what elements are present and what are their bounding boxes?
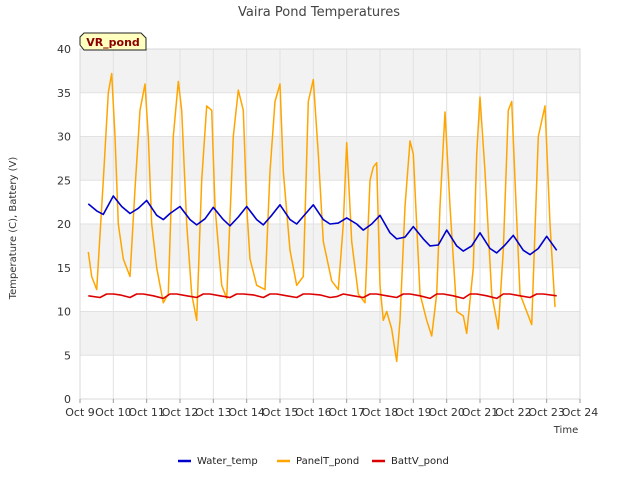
x-tick-label: Oct 16 (295, 406, 332, 419)
x-tick-label: Oct 14 (228, 406, 265, 419)
x-tick-label: Oct 18 (362, 406, 399, 419)
series-line-battv-pond (88, 293, 557, 300)
x-tick-label: Oct 10 (95, 406, 132, 419)
y-axis-label: Temperature (C), Battery (V) (8, 157, 19, 301)
x-tick-label: Oct 17 (328, 406, 365, 419)
plot-band (80, 92, 580, 137)
x-tick-label: Oct 13 (195, 406, 232, 419)
x-tick-label: Oct 19 (395, 406, 432, 419)
y-tick-label: 5 (64, 349, 71, 362)
x-tick-label: Oct 23 (528, 406, 565, 419)
plot-band (80, 224, 580, 268)
plot-frame (79, 48, 581, 400)
plot-bands (80, 49, 580, 399)
station-badge-box (79, 32, 147, 51)
plot-band (80, 49, 580, 93)
x-tick-label: Oct 15 (262, 406, 299, 419)
y-tick-label: 30 (57, 131, 71, 144)
x-tick-label: Oct 12 (162, 406, 199, 419)
x-tick-label: Oct 22 (495, 406, 532, 419)
y-tick-label: 35 (57, 87, 71, 100)
y-tick-label: 20 (57, 218, 71, 231)
plot-band (80, 355, 580, 399)
series-line-water-temp (87, 195, 558, 256)
legend-label-battv-pond: BattV_pond (391, 456, 449, 467)
plot-band (80, 180, 580, 224)
x-tick-label: Oct 11 (128, 406, 165, 419)
y-tick-label: 0 (64, 393, 71, 406)
y-tick-label: 25 (57, 174, 71, 187)
y-tick-label: 10 (57, 306, 71, 319)
legend-label-water-temp: Water_temp (197, 456, 258, 467)
series-line-panelt-pond (87, 72, 556, 363)
grid (79, 48, 581, 400)
x-tick-label: Oct 9 (65, 406, 95, 419)
y-tick-label: 15 (57, 262, 71, 275)
station-badge: VR_pond (79, 32, 147, 51)
legend-label-panelt-pond: PanelT_pond (296, 456, 359, 467)
x-tick-label: Oct 20 (428, 406, 465, 419)
legend: Water_temp PanelT_pond BattV_pond (178, 456, 449, 467)
plot-band (80, 136, 580, 181)
series-layer (87, 72, 558, 363)
y-axis-ticks: 0 5 10 15 20 25 30 35 40 (57, 43, 71, 406)
x-axis-label: Time (553, 425, 578, 436)
station-badge-label: VR_pond (86, 36, 140, 49)
x-tick-label: Oct 24 (562, 406, 599, 419)
chart-title: Vaira Pond Temperatures (238, 5, 400, 20)
x-tick-label: Oct 21 (462, 406, 499, 419)
y-tick-label: 40 (57, 43, 71, 56)
plot-band (80, 311, 580, 356)
